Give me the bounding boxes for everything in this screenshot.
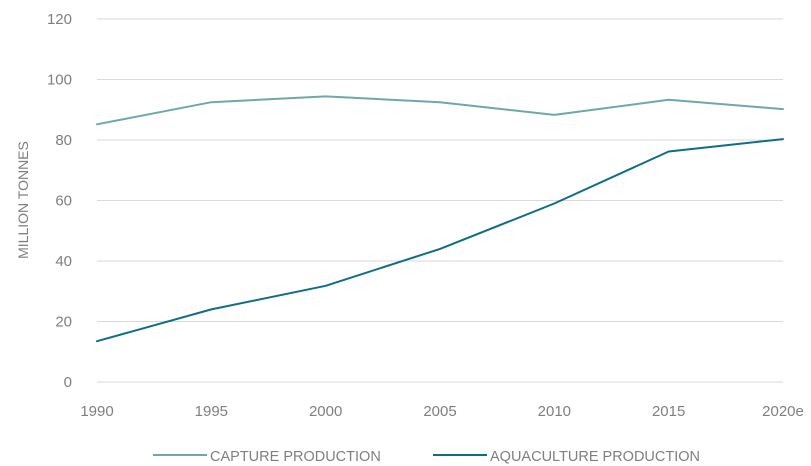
x-tick-label: 2000 [309, 403, 342, 420]
x-tick-label: 1995 [195, 403, 228, 420]
y-axis-ticks: 0 20 40 60 80 100 120 [47, 11, 72, 391]
gridlines [97, 18, 783, 383]
x-tick-label: 2015 [652, 403, 685, 420]
legend: CAPTURE PRODUCTION AQUACULTURE PRODUCTION [153, 449, 700, 465]
y-tick-label: 100 [47, 72, 72, 89]
x-tick-label: 2020e [762, 403, 804, 420]
y-tick-label: 20 [55, 314, 72, 331]
x-axis-ticks: 1990 1995 2000 2005 2010 2015 2020e [80, 403, 804, 420]
y-tick-label: 80 [55, 132, 72, 149]
y-tick-label: 120 [47, 11, 72, 28]
x-tick-label: 2005 [423, 403, 456, 420]
y-tick-label: 0 [64, 374, 72, 391]
x-tick-label: 2010 [538, 403, 571, 420]
legend-label-1: AQUACULTURE PRODUCTION [490, 449, 700, 465]
series-lines [96, 95, 784, 343]
series-line-0 [96, 95, 784, 126]
y-tick-label: 40 [55, 253, 72, 270]
y-axis-title: MILLION TONNES [15, 141, 31, 259]
x-tick-label: 1990 [80, 403, 113, 420]
legend-label-0: CAPTURE PRODUCTION [210, 449, 381, 465]
y-tick-label: 60 [55, 193, 72, 210]
series-line-1 [96, 138, 784, 343]
